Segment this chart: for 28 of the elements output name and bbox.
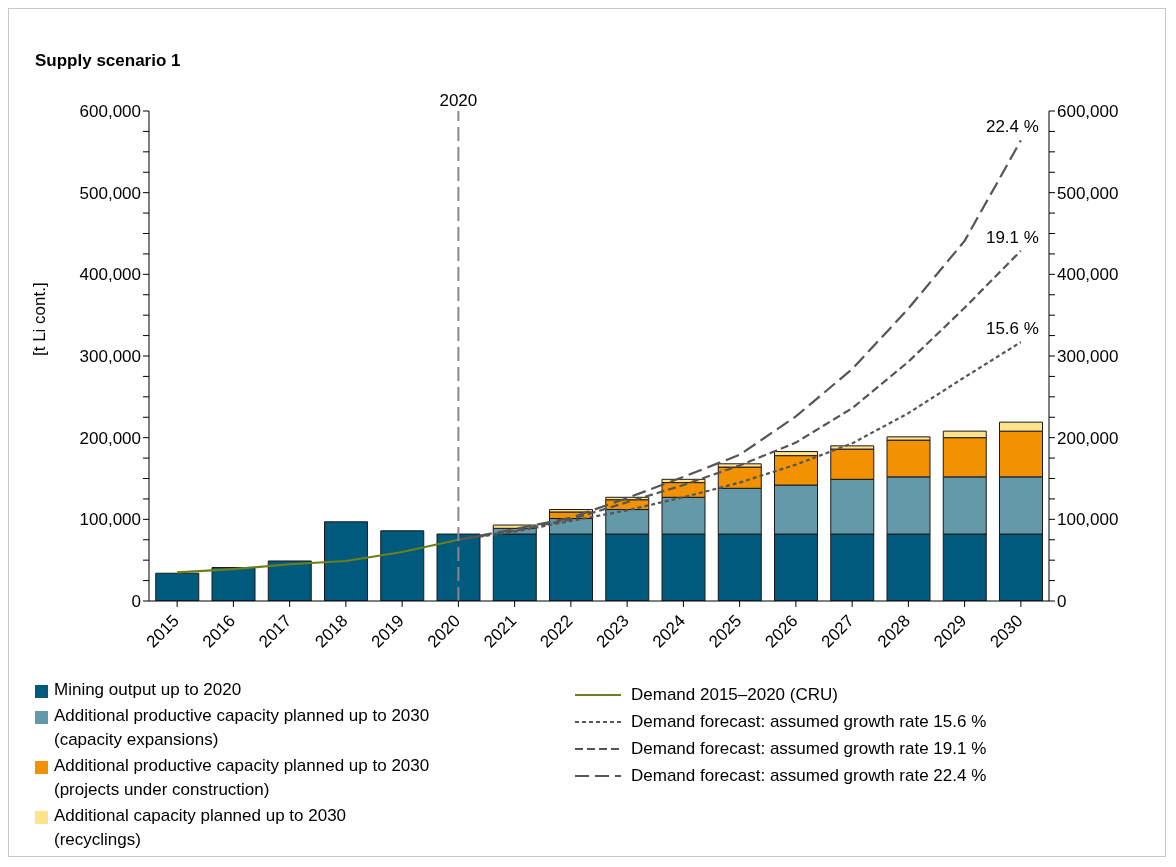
y-tick-label: 300,000 bbox=[79, 347, 141, 367]
legend-label: Mining output up to 2020 bbox=[54, 679, 243, 701]
legend-label: Demand forecast: assumed growth rate 15.6 % bbox=[631, 711, 987, 732]
y2-tick-label: 0 bbox=[1057, 592, 1067, 612]
y2-tick-label: 500,000 bbox=[1057, 183, 1119, 203]
legend-label: Additional productive capacity planned up to 2030 (projects under construction) bbox=[54, 755, 431, 801]
y-tick-label: 200,000 bbox=[79, 428, 141, 448]
chart-title: Supply scenario 1 bbox=[34, 50, 182, 71]
legend-label: Demand 2015–2020 (CRU) bbox=[631, 684, 838, 705]
y-tick-label: 500,000 bbox=[79, 183, 141, 203]
y-tick-label: 600,000 bbox=[79, 102, 141, 122]
legend-label: Additional productive capacity planned up to 2030 (capacity expansions) bbox=[54, 705, 431, 751]
y-axis-title: [t Li cont.] bbox=[30, 282, 50, 356]
legend-label: Demand forecast: assumed growth rate 19.1 % bbox=[631, 738, 987, 759]
y2-tick-label: 100,000 bbox=[1057, 510, 1119, 530]
y-tick-label: 400,000 bbox=[79, 265, 141, 285]
y2-tick-label: 400,000 bbox=[1057, 265, 1119, 285]
legend-label: Additional capacity planned up to 2030 (recyclings) bbox=[54, 805, 348, 851]
y-tick-label: 0 bbox=[131, 592, 141, 612]
y2-tick-label: 300,000 bbox=[1057, 347, 1119, 367]
y2-tick-label: 200,000 bbox=[1057, 428, 1119, 448]
annotation: 22.4 % bbox=[985, 117, 1039, 137]
ref-line-label: 2020 bbox=[439, 91, 478, 110]
legend-label: Demand forecast: assumed growth rate 22.4 % bbox=[631, 765, 987, 786]
y-tick-label: 100,000 bbox=[79, 510, 141, 530]
annotation: 15.6 % bbox=[985, 319, 1039, 339]
y2-tick-label: 600,000 bbox=[1057, 102, 1119, 122]
annotation: 19.1 % bbox=[985, 227, 1039, 247]
